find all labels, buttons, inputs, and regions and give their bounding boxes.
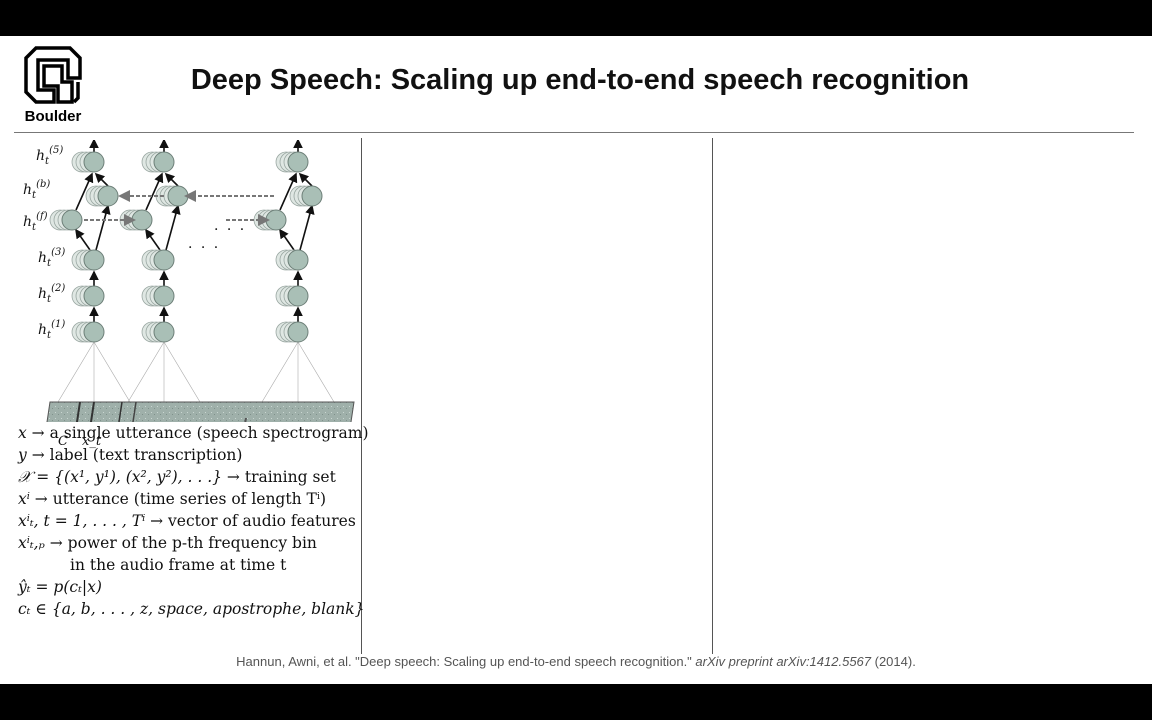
- deep-speech-network-diagram: ht(5) ht(b) ht(f) ht(3) ht(2) ht(1) C: [18, 138, 363, 449]
- node-forward-col1: [61, 209, 83, 231]
- node-backward-col2: [167, 185, 189, 207]
- node-h1-col2: [153, 321, 175, 343]
- cu-boulder-logo-icon: [24, 46, 82, 104]
- column-divider-2: [712, 138, 713, 654]
- ellipsis-top: · · ·: [214, 222, 247, 238]
- slide-title: Deep Speech: Scaling up end-to-end speec…: [190, 64, 970, 96]
- node-h1-col3: [287, 321, 309, 343]
- citation: Hannun, Awni, et al. "Deep speech: Scali…: [0, 654, 1152, 669]
- node-h3-col1: [83, 249, 105, 271]
- ellipsis-middle: · · ·: [188, 240, 221, 256]
- definition-audio-features: xⁱₜ, t = 1, . . . , Tⁱ → vector of audio…: [18, 512, 356, 530]
- network-nodes-and-edges: [49, 138, 335, 403]
- definition-prediction: ŷₜ = p(cₜ|x): [18, 578, 102, 596]
- logo-text: Boulder: [24, 108, 82, 125]
- node-h3-col3: [287, 249, 309, 271]
- layer-label-h1: ht(1): [38, 319, 65, 341]
- definition-training-set: 𝒳 = {(x¹, y¹), (x², y²), . . .} → traini…: [18, 468, 336, 486]
- node-h2-col2: [153, 285, 175, 307]
- spectrogram: [41, 401, 355, 447]
- rnn-architecture-diagram: ht(5) ht(b) ht(f) ht(3) ht(2) ht(1): [23, 138, 355, 447]
- node-h2-col3: [287, 285, 309, 307]
- node-backward-col3: [301, 185, 323, 207]
- node-backward-col1: [97, 185, 119, 207]
- definition-y: y → label (text transcription): [18, 446, 243, 464]
- node-forward-col2: [131, 209, 153, 231]
- definition-character-set: cₜ ∈ {a, b, . . . , z, space, apostrophe…: [18, 600, 365, 618]
- node-h5-col1: [83, 151, 105, 173]
- citation-venue: arXiv preprint arXiv:1412.5567: [695, 654, 872, 669]
- definitions-list: x → a single utterance (speech spectrogr…: [18, 422, 369, 620]
- node-h5-col3: [287, 151, 309, 173]
- layer-label-hb: ht(b): [23, 179, 50, 201]
- definition-utterance: xⁱ → utterance (time series of length Tⁱ…: [18, 490, 326, 508]
- layer-label-hf: ht(f): [23, 211, 48, 233]
- slide: Boulder Deep Speech: Scaling up end-to-e…: [0, 36, 1152, 684]
- node-h3-col2: [153, 249, 175, 271]
- definition-power-bin-continued: in the audio frame at time t: [70, 556, 287, 574]
- layer-label-h3: ht(3): [38, 247, 65, 269]
- node-forward-col3: [265, 209, 287, 231]
- layer-label-h2: ht(2): [38, 283, 65, 305]
- node-h2-col1: [83, 285, 105, 307]
- node-h1-col1: [83, 321, 105, 343]
- definition-x: x → a single utterance (speech spectrogr…: [18, 424, 369, 442]
- citation-authors-title: Hannun, Awni, et al. "Deep speech: Scali…: [236, 654, 696, 669]
- node-h5-col2: [153, 151, 175, 173]
- column-divider-1: [361, 138, 362, 654]
- definition-power-bin: xⁱₜ,ₚ → power of the p-th frequency bin: [18, 534, 317, 552]
- context-label: C: [58, 434, 68, 449]
- layer-labels: ht(5) ht(b) ht(f) ht(3) ht(2) ht(1): [23, 145, 65, 341]
- citation-year: (2014).: [871, 654, 916, 669]
- title-divider: [14, 132, 1134, 133]
- frame-label: x_t: [82, 434, 102, 449]
- layer-label-h5: ht(5): [36, 145, 63, 167]
- university-logo: Boulder: [20, 42, 86, 126]
